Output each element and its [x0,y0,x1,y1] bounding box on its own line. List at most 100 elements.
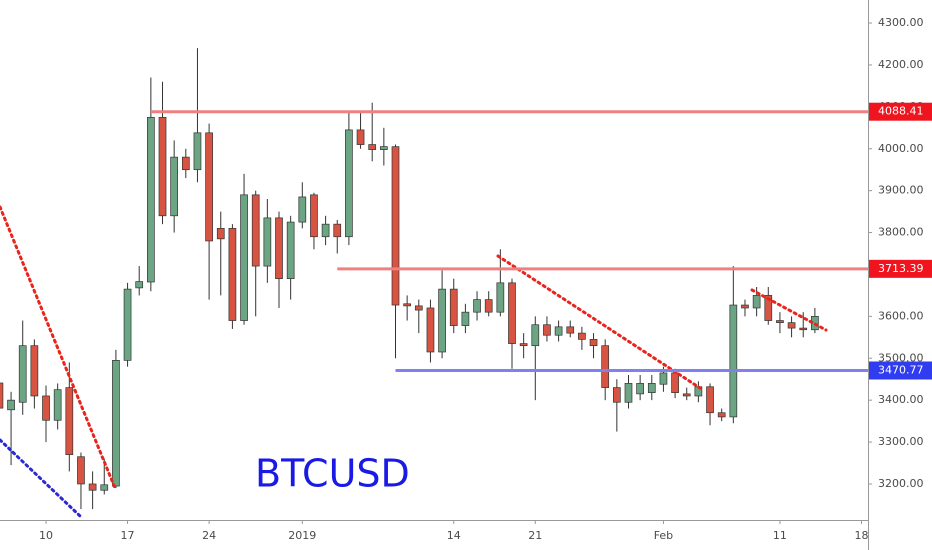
candle-body [496,282,505,313]
candle-body [403,303,411,307]
candle-body [659,372,668,385]
candle-body [240,194,248,321]
candle-body [42,395,50,421]
candle-body [391,146,400,306]
candle-body [251,194,260,267]
candle-body [18,345,27,403]
candle-body [601,345,610,388]
candle-body [682,393,691,397]
trendline [750,288,828,332]
candle-body [7,399,15,411]
candle-body [112,360,120,487]
candle-body [671,372,679,393]
symbol-label: BTCUSD [255,452,410,496]
candle-body [100,484,109,491]
y-tick-label: 3300.00 [878,435,924,448]
y-tick-label: 3200.00 [878,477,924,490]
candle-body [275,217,283,279]
level-tag [869,361,932,380]
y-tick-label: 3600.00 [878,309,924,322]
candle-body [205,132,213,242]
candle-body [158,116,167,217]
x-tick-label: 21 [528,529,542,542]
x-tick-label: 24 [202,529,216,542]
candle-body [799,327,808,331]
candle-body [193,132,202,171]
candle-body [65,387,74,455]
candle-body [426,307,435,353]
x-tick-label: 11 [773,529,787,542]
candle-body [0,382,4,409]
candle-body [717,412,726,418]
candle-body [298,196,307,223]
y-tick-label: 3800.00 [878,226,924,239]
level-tag [869,259,932,278]
candle-body [729,304,738,418]
plot-area [0,48,819,510]
candle-body [356,129,365,145]
candle-body [321,223,330,238]
candle-body [624,383,633,403]
level-tag [869,102,932,121]
y-tick-label: 3500.00 [878,351,924,364]
level-label: 3713.39 [878,262,924,275]
candle-body [484,299,493,313]
candle-body [647,383,656,393]
candle-body [333,223,342,238]
candle-body [543,324,551,336]
y-tick-label: 3400.00 [878,393,924,406]
candle-body [764,295,773,321]
candle-body [30,345,39,397]
candle-body [53,389,62,421]
candle-body [589,339,598,347]
candle-body [461,311,470,326]
candle-body [345,129,353,238]
trendline [0,205,117,490]
candle-body [578,332,586,340]
candle-body [554,326,563,336]
candle-body [519,343,528,347]
x-tick-label: 18 [854,529,868,542]
candle-body [380,146,388,150]
candle-body [508,282,516,344]
candle-body [787,322,796,329]
candle-body [216,228,225,240]
candle-body [228,228,237,321]
x-tick-label: 17 [121,529,135,542]
candle-body [123,288,132,361]
y-tick-label: 4300.00 [878,16,924,29]
candle-body [368,144,377,150]
candle-body [752,295,761,309]
candle-body [310,194,318,238]
y-tick-label: 3900.00 [878,184,924,197]
level-label: 4088.41 [878,105,924,118]
candle-body [135,281,144,289]
y-tick-label: 4200.00 [878,58,924,71]
candle-body [531,324,540,347]
candle-body [438,288,446,353]
candle-body [706,386,714,414]
candle-body [449,288,458,326]
candle-body [263,217,272,267]
candle-body [181,156,190,171]
candle-body [741,304,749,309]
candle-body [414,305,423,311]
candle-body [776,320,784,323]
x-tick-label: Feb [654,529,673,542]
x-tick-label: 14 [447,529,461,542]
candle-body [286,221,295,279]
x-tick-label: 2019 [288,529,316,542]
level-label: 3470.77 [878,364,924,377]
candle-body [636,383,644,395]
x-tick-label: 10 [39,529,53,542]
candle-body [612,387,621,403]
candle-body [147,116,155,283]
candle-body [170,156,179,217]
trendline [496,254,702,390]
trendline [0,438,82,518]
candle-body [566,326,575,334]
candle-body [88,483,97,491]
candle-body [77,456,85,485]
y-tick-label: 4000.00 [878,142,924,155]
